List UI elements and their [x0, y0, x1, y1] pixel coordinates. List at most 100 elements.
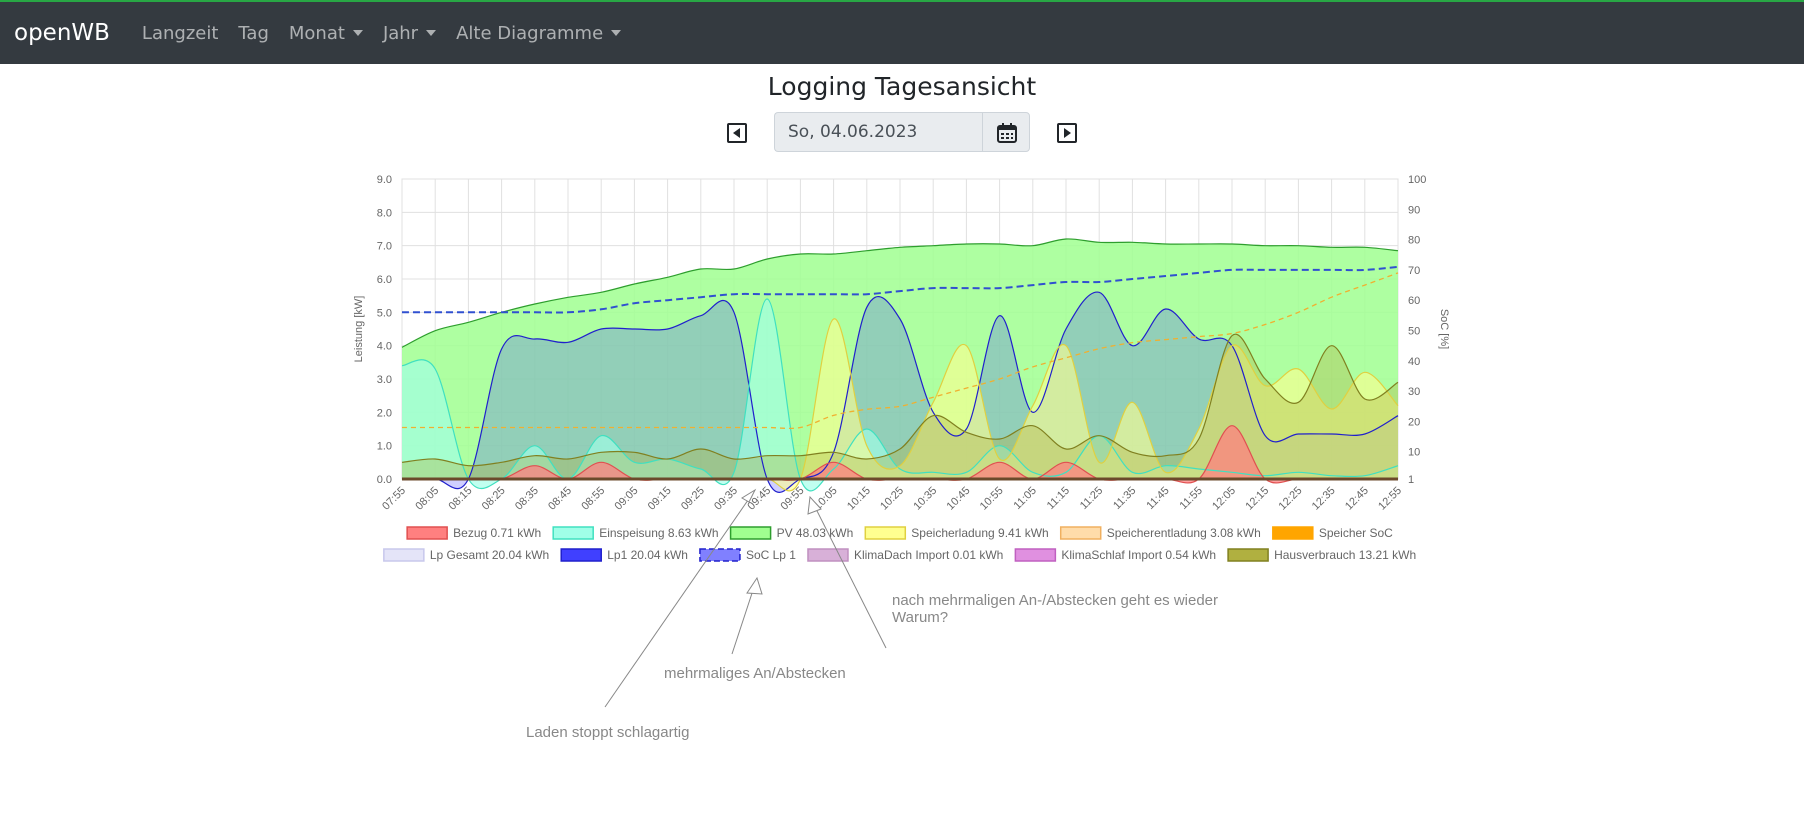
- x-tick-label: 09:15: [646, 485, 674, 513]
- legend-swatch-lp-gesamt-20-04-kwh: [383, 548, 425, 562]
- chevron-down-icon: [426, 30, 437, 36]
- page-title: Logging Tagesansicht: [767, 72, 1037, 101]
- previous-day-icon[interactable]: [727, 123, 747, 143]
- annotation-arrowhead-stop: [741, 488, 757, 503]
- legend-swatch-bezug-0-71-kwh: [406, 526, 448, 540]
- nav-langzeit-label: Langzeit: [141, 22, 219, 44]
- x-tick-label: 12:15: [1243, 485, 1271, 513]
- chevron-down-icon: [352, 30, 363, 36]
- x-tick-label: 12:05: [1210, 485, 1238, 513]
- legend-label-speicherentladung-3-08-kwh[interactable]: Speicherentladung 3.08 kWh: [1107, 526, 1261, 540]
- nav-alte-diagramme-dropdown[interactable]: Alte Diagramme: [456, 22, 622, 44]
- x-tick-label: 11:25: [1078, 485, 1105, 512]
- legend-swatch-pv-48-03-kwh: [729, 526, 772, 540]
- annotation-multi: mehrmaliges An/Abstecken: [664, 665, 846, 682]
- x-tick-label: 11:35: [1111, 485, 1138, 512]
- x-tick-label: 08:25: [480, 485, 508, 513]
- x-tick-label: 10:15: [845, 485, 873, 513]
- x-tick-label: 12:55: [1376, 485, 1404, 513]
- annotation-arrow-stop: [604, 489, 756, 708]
- nav-monat-dropdown[interactable]: Monat: [289, 23, 363, 44]
- legend-label-soc-lp-1[interactable]: SoC Lp 1: [746, 548, 796, 562]
- y-tick-label: 2.0: [377, 407, 392, 419]
- brand-logo[interactable]: openWB: [14, 20, 110, 46]
- x-tick-label: 09:35: [712, 485, 740, 513]
- legend-swatch-soc-lp-1: [699, 548, 741, 562]
- annotation-again-line2: Warum?: [892, 609, 948, 626]
- legend-swatch-einspeisung-8-63-kwh: [552, 526, 594, 540]
- y-tick-label: 0.0: [377, 474, 392, 486]
- y2-axis-ticks: 1 10 20 30 40 50 60 70 80 90 100: [1408, 174, 1426, 486]
- x-axis-ticks: 07:55 08:05 08:15 08:25 08:35 08:45 08:55 09:05…: [380, 485, 1404, 513]
- series-area-pv-48-03-kwh: [402, 238, 1398, 479]
- chevron-down-icon: [611, 30, 622, 36]
- chart-areas: [402, 238, 1398, 493]
- x-tick-label: 10:45: [945, 485, 973, 513]
- legend-label-klimaschlaf-import-0-54-kwh[interactable]: KlimaSchlaf Import 0.54 kWh: [1061, 548, 1216, 562]
- x-tick-label: 10:55: [978, 485, 1006, 513]
- annotation-arrowhead-multi: [746, 576, 763, 595]
- legend-swatch-speicherladung-9-41-kwh: [864, 526, 907, 540]
- series-line-hausverbrauch-13-21-kwh: [401, 333, 1399, 467]
- nav-alte-diagramme-label: Alte Diagramme: [456, 22, 604, 44]
- calendar-icon: [997, 123, 1017, 143]
- series-line-lp1-20-04-kwh: [401, 291, 1399, 493]
- x-tick-label: 10:35: [911, 485, 939, 513]
- nav-monat-label: Monat: [288, 22, 345, 44]
- annotation-again-line1: nach mehrmaligen An-/Abstecken geht es w…: [892, 592, 1218, 609]
- nav-langzeit[interactable]: Langzeit: [142, 23, 218, 44]
- legend-label-lp1-20-04-kwh[interactable]: Lp1 20.04 kWh: [607, 548, 688, 562]
- legend-label-einspeisung-8-63-kwh[interactable]: Einspeisung 8.63 kWh: [599, 526, 718, 540]
- y2-tick-label: 50: [1408, 326, 1420, 338]
- series-line-pv-48-03-kwh: [401, 238, 1399, 348]
- chart-legend: Bezug 0.71 kWh Einspeisung 8.63 kWh PV 48.…: [383, 526, 1416, 562]
- x-tick-label: 11:15: [1045, 485, 1072, 512]
- next-day-icon[interactable]: [1057, 123, 1077, 143]
- annotation-stop: Laden stoppt schlagartig: [526, 724, 689, 741]
- y-tick-label: 3.0: [377, 374, 392, 386]
- y-tick-label: 5.0: [377, 307, 392, 319]
- legend-label-klimadach-import-0-01-kwh[interactable]: KlimaDach Import 0.01 kWh: [854, 548, 1003, 562]
- legend-label-pv-48-03-kwh[interactable]: PV 48.03 kWh: [777, 526, 854, 540]
- calendar-button[interactable]: [982, 112, 1030, 152]
- series-area-speicherladung-9-41-kwh: [402, 318, 1398, 491]
- y-tick-label: 8.0: [377, 207, 392, 219]
- series-area-hausverbrauch-13-21-kwh: [402, 334, 1398, 479]
- nav-tag[interactable]: Tag: [238, 23, 268, 44]
- x-tick-label: 08:35: [513, 485, 541, 513]
- x-tick-label: 09:25: [679, 485, 707, 513]
- y2-tick-label: 40: [1408, 356, 1420, 368]
- y2-tick-label: 30: [1408, 386, 1420, 398]
- x-tick-label: 10:25: [878, 485, 906, 513]
- x-tick-label: 08:05: [413, 485, 441, 513]
- y-axis-ticks: 0.0 1.0 2.0 3.0 4.0 5.0 6.0 7.0 8.0 9.0: [377, 174, 392, 486]
- legend-swatch-klimaschlaf-import-0-54-kwh: [1014, 548, 1057, 562]
- date-input[interactable]: So, 04.06.2023: [774, 112, 983, 152]
- chart-lines: [401, 238, 1399, 493]
- y-tick-label: 4.0: [377, 341, 392, 353]
- legend-label-speicher-soc[interactable]: Speicher SoC: [1319, 526, 1393, 540]
- y2-tick-label: 90: [1408, 204, 1420, 216]
- legend-swatch-lp1-20-04-kwh: [560, 548, 602, 562]
- y2-tick-label: 1: [1408, 474, 1414, 486]
- legend-label-speicherladung-9-41-kwh[interactable]: Speicherladung 9.41 kWh: [911, 526, 1048, 540]
- y2-tick-label: 10: [1408, 447, 1420, 459]
- x-tick-label: 09:05: [613, 485, 641, 513]
- y2-tick-label: 70: [1408, 265, 1420, 277]
- legend-label-bezug-0-71-kwh[interactable]: Bezug 0.71 kWh: [453, 526, 541, 540]
- series-line-speicher-soc: [402, 272, 1399, 430]
- legend-swatch-speicherentladung-3-08-kwh: [1059, 526, 1102, 540]
- legend-swatch-hausverbrauch-13-21-kwh: [1227, 548, 1269, 562]
- x-tick-label: 11:55: [1178, 485, 1205, 512]
- y-tick-label: 6.0: [377, 274, 392, 286]
- legend-label-lp-gesamt-20-04-kwh[interactable]: Lp Gesamt 20.04 kWh: [430, 548, 549, 562]
- legend-label-hausverbrauch-13-21-kwh[interactable]: Hausverbrauch 13.21 kWh: [1274, 548, 1416, 562]
- x-tick-label: 12:35: [1310, 485, 1338, 513]
- y2-tick-label: 100: [1408, 174, 1426, 186]
- y2-tick-label: 60: [1408, 295, 1420, 307]
- navbar: openWB Langzeit Tag Monat Jahr Alte Diag…: [0, 0, 1804, 64]
- y-tick-label: 1.0: [377, 441, 392, 453]
- y-tick-label: 9.0: [377, 174, 392, 186]
- nav-jahr-dropdown[interactable]: Jahr: [383, 23, 437, 44]
